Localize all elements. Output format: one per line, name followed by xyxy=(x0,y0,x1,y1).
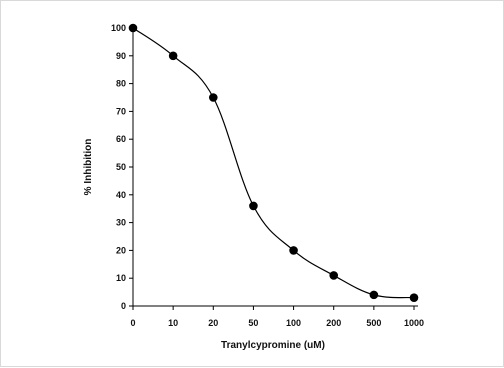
x-tick-label: 200 xyxy=(326,318,341,328)
x-tick-label: 20 xyxy=(208,318,218,328)
x-tick-label: 10 xyxy=(168,318,178,328)
x-axis-ticks: 0 10 20 50 100 200 500 1000 xyxy=(130,306,424,328)
y-tick-label: 70 xyxy=(116,106,126,116)
y-axis-ticks: 0 10 20 30 40 50 60 70 80 90 100 xyxy=(111,23,133,311)
y-tick-label: 60 xyxy=(116,134,126,144)
data-point xyxy=(369,290,379,300)
x-tick-label: 500 xyxy=(366,318,381,328)
y-tick-label: 80 xyxy=(116,79,126,89)
data-point xyxy=(128,23,138,33)
series-line xyxy=(132,27,415,299)
y-tick-label: 40 xyxy=(116,190,126,200)
y-tick-label: 90 xyxy=(116,51,126,61)
x-axis-title: Tranylcypromine (uM) xyxy=(221,340,325,351)
x-tick-label: 50 xyxy=(248,318,258,328)
x-tick-label: 100 xyxy=(286,318,301,328)
y-tick-label: 10 xyxy=(116,273,126,283)
data-point xyxy=(329,271,339,280)
y-tick-label: 100 xyxy=(111,23,126,33)
data-point xyxy=(289,246,298,255)
y-tick-label: 0 xyxy=(121,301,126,311)
data-point xyxy=(168,51,178,61)
y-tick-label: 50 xyxy=(116,162,126,172)
data-point xyxy=(249,201,258,211)
series-group xyxy=(128,23,419,302)
data-point xyxy=(208,93,218,102)
x-tick-label: 0 xyxy=(130,318,135,328)
chart-axes xyxy=(132,28,418,307)
y-tick-label: 20 xyxy=(116,245,126,255)
y-tick-label: 30 xyxy=(116,218,126,228)
y-axis-title: % Inhibition xyxy=(83,139,94,196)
x-tick-label: 1000 xyxy=(404,318,424,328)
data-point xyxy=(409,293,419,302)
